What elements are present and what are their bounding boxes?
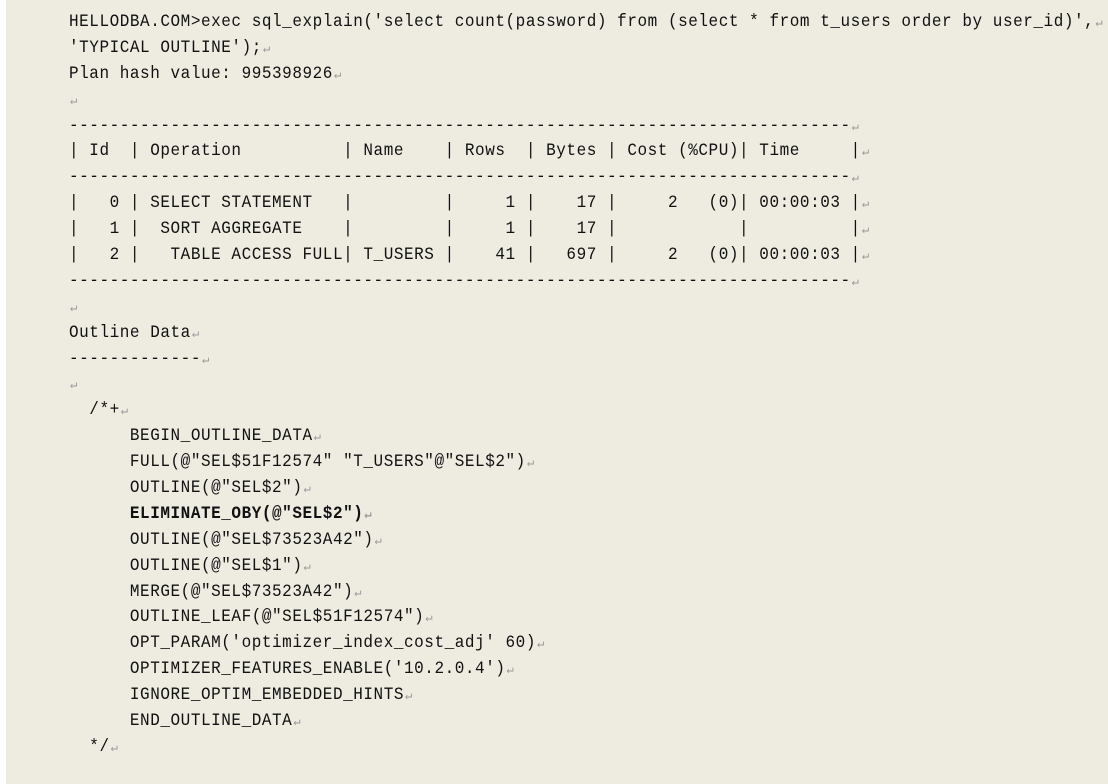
code-line: OUTLINE(@"SEL$73523A42") [69, 527, 1103, 555]
code-line: ----------------------------------------… [69, 268, 1103, 296]
code-line: ELIMINATE_OBY(@"SEL$2") [69, 501, 1103, 529]
code-line: Plan hash value: 995398926 [69, 61, 1103, 89]
code-line: ------------- [69, 346, 1103, 374]
code-line: | 1 | SORT AGGREGATE | | 1 | 17 | | | [69, 216, 1103, 244]
code-line: ----------------------------------------… [69, 113, 1103, 141]
code-line [69, 371, 1103, 399]
code-line: OPTIMIZER_FEATURES_ENABLE('10.2.0.4') [69, 656, 1103, 684]
code-line: | 2 | TABLE ACCESS FULL| T_USERS | 41 | … [69, 242, 1103, 270]
code-line: OPT_PARAM('optimizer_index_cost_adj' 60) [69, 630, 1103, 658]
code-line: END_OUTLINE_DATA [69, 708, 1103, 736]
code-line [69, 294, 1103, 322]
code-line: OUTLINE(@"SEL$2") [69, 475, 1103, 503]
code-line: HELLODBA.COM>exec sql_explain('select co… [69, 9, 1103, 37]
code-line: OUTLINE(@"SEL$1") [69, 553, 1103, 581]
code-listing: HELLODBA.COM>exec sql_explain('select co… [69, 10, 1103, 761]
code-line [69, 87, 1103, 115]
code-line: /*+ [69, 397, 1103, 425]
code-line: */ [69, 734, 1103, 762]
code-line: | Id | Operation | Name | Rows | Bytes |… [69, 138, 1103, 166]
code-line: | 0 | SELECT STATEMENT | | 1 | 17 | 2 (0… [69, 190, 1103, 218]
code-line: IGNORE_OPTIM_EMBEDDED_HINTS [69, 682, 1103, 710]
code-block: HELLODBA.COM>exec sql_explain('select co… [6, 0, 1108, 784]
code-line: OUTLINE_LEAF(@"SEL$51F12574") [69, 604, 1103, 632]
code-line: 'TYPICAL OUTLINE'); [69, 35, 1103, 63]
code-line: Outline Data [69, 320, 1103, 348]
code-line: FULL(@"SEL$51F12574" "T_USERS"@"SEL$2") [69, 449, 1103, 477]
code-line: BEGIN_OUTLINE_DATA [69, 423, 1103, 451]
code-line: ----------------------------------------… [69, 164, 1103, 192]
code-line: MERGE(@"SEL$73523A42") [69, 579, 1103, 607]
